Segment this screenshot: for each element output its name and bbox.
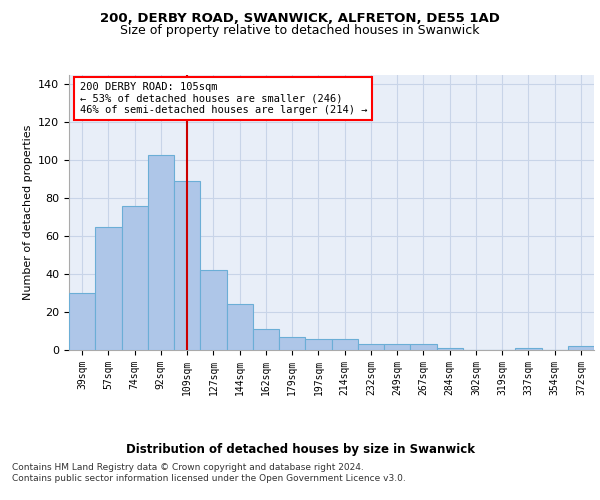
Bar: [227, 304, 253, 350]
Bar: [121, 206, 148, 350]
Bar: [174, 181, 200, 350]
Bar: [515, 348, 542, 350]
Text: Distribution of detached houses by size in Swanwick: Distribution of detached houses by size …: [125, 442, 475, 456]
Bar: [410, 344, 437, 350]
Bar: [279, 336, 305, 350]
Bar: [253, 329, 279, 350]
Text: 200 DERBY ROAD: 105sqm
← 53% of detached houses are smaller (246)
46% of semi-de: 200 DERBY ROAD: 105sqm ← 53% of detached…: [79, 82, 367, 115]
Text: Contains HM Land Registry data © Crown copyright and database right 2024.: Contains HM Land Registry data © Crown c…: [12, 462, 364, 471]
Bar: [200, 270, 227, 350]
Bar: [69, 293, 95, 350]
Text: 200, DERBY ROAD, SWANWICK, ALFRETON, DE55 1AD: 200, DERBY ROAD, SWANWICK, ALFRETON, DE5…: [100, 12, 500, 26]
Bar: [95, 226, 121, 350]
Text: Size of property relative to detached houses in Swanwick: Size of property relative to detached ho…: [120, 24, 480, 37]
Bar: [384, 344, 410, 350]
Bar: [358, 344, 384, 350]
Bar: [568, 346, 594, 350]
Text: Contains public sector information licensed under the Open Government Licence v3: Contains public sector information licen…: [12, 474, 406, 483]
Bar: [148, 154, 174, 350]
Bar: [331, 338, 358, 350]
Bar: [437, 348, 463, 350]
Bar: [305, 338, 331, 350]
Y-axis label: Number of detached properties: Number of detached properties: [23, 125, 32, 300]
